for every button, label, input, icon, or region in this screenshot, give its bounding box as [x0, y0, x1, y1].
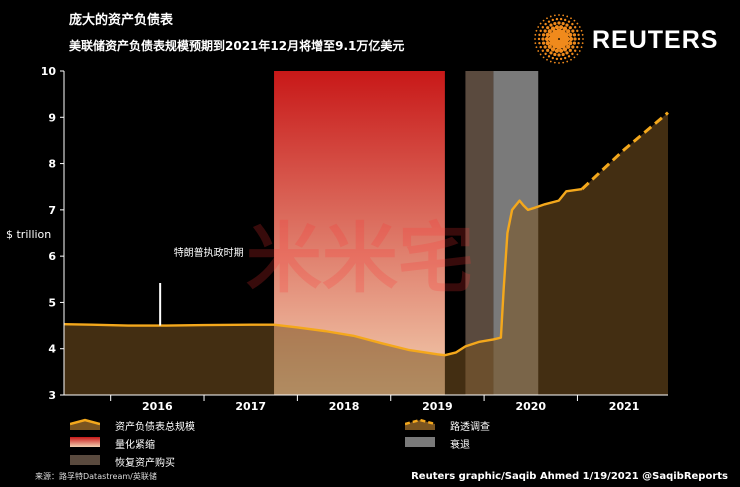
y-tick-label: 4 — [48, 343, 56, 356]
legend-recession-label: 衰退 — [450, 440, 470, 451]
reuters-dots-icon — [534, 14, 584, 64]
y-tick-label: 3 — [48, 389, 56, 402]
trump-era-label: 特朗普执政时期 — [174, 246, 244, 259]
legend-balance-sheet-swatch — [70, 418, 100, 430]
watermark-text: 米米宅 — [246, 214, 474, 303]
x-tick-label: 2016 — [142, 400, 173, 413]
survey-forecast-line — [581, 111, 669, 191]
x-tick-label: 2018 — [329, 400, 360, 413]
legend-tightening-label: 量化紧缩 — [115, 440, 155, 451]
legend-tightening-swatch — [70, 437, 100, 447]
balance-sheet-line — [63, 187, 583, 357]
y-tick-label: 8 — [48, 158, 56, 171]
y-tick-label: 6 — [48, 250, 56, 263]
legend-balance-sheet-label: 资产负债表总规模 — [115, 422, 195, 433]
y-tick-label: 10 — [41, 65, 57, 78]
x-tick-label: 2021 — [609, 400, 640, 413]
logo-text: REUTERS — [592, 26, 719, 54]
legend-recession-swatch — [405, 437, 435, 447]
x-tick-label: 2020 — [515, 400, 546, 413]
balance-sheet-area — [64, 112, 668, 396]
chart-subtitle: 美联储资产负债表规模预期到2021年12月将增至9.1万亿美元 — [69, 39, 405, 53]
credit-line: Reuters graphic/Saqib Ahmed 1/19/2021 @S… — [411, 471, 728, 482]
legend-resume-buying-swatch — [70, 455, 100, 465]
x-tick-label: 2017 — [235, 400, 266, 413]
reuters-logo: REUTERS — [532, 14, 722, 64]
y-axis-label: $ trillion — [6, 228, 51, 241]
legend-survey-swatch — [405, 418, 435, 430]
y-tick-label: 9 — [48, 111, 56, 124]
chart-title: 庞大的资产负债表 — [69, 13, 174, 28]
y-tick-label: 7 — [48, 204, 56, 217]
y-tick-label: 5 — [48, 296, 56, 309]
x-tick-label: 2019 — [422, 400, 453, 413]
legend-survey-label: 路透调查 — [450, 422, 490, 433]
legend-resume-buying-label: 恢复资产购买 — [115, 458, 175, 469]
source-note: 来源：路孚特Datastream/英联储 — [35, 472, 157, 481]
